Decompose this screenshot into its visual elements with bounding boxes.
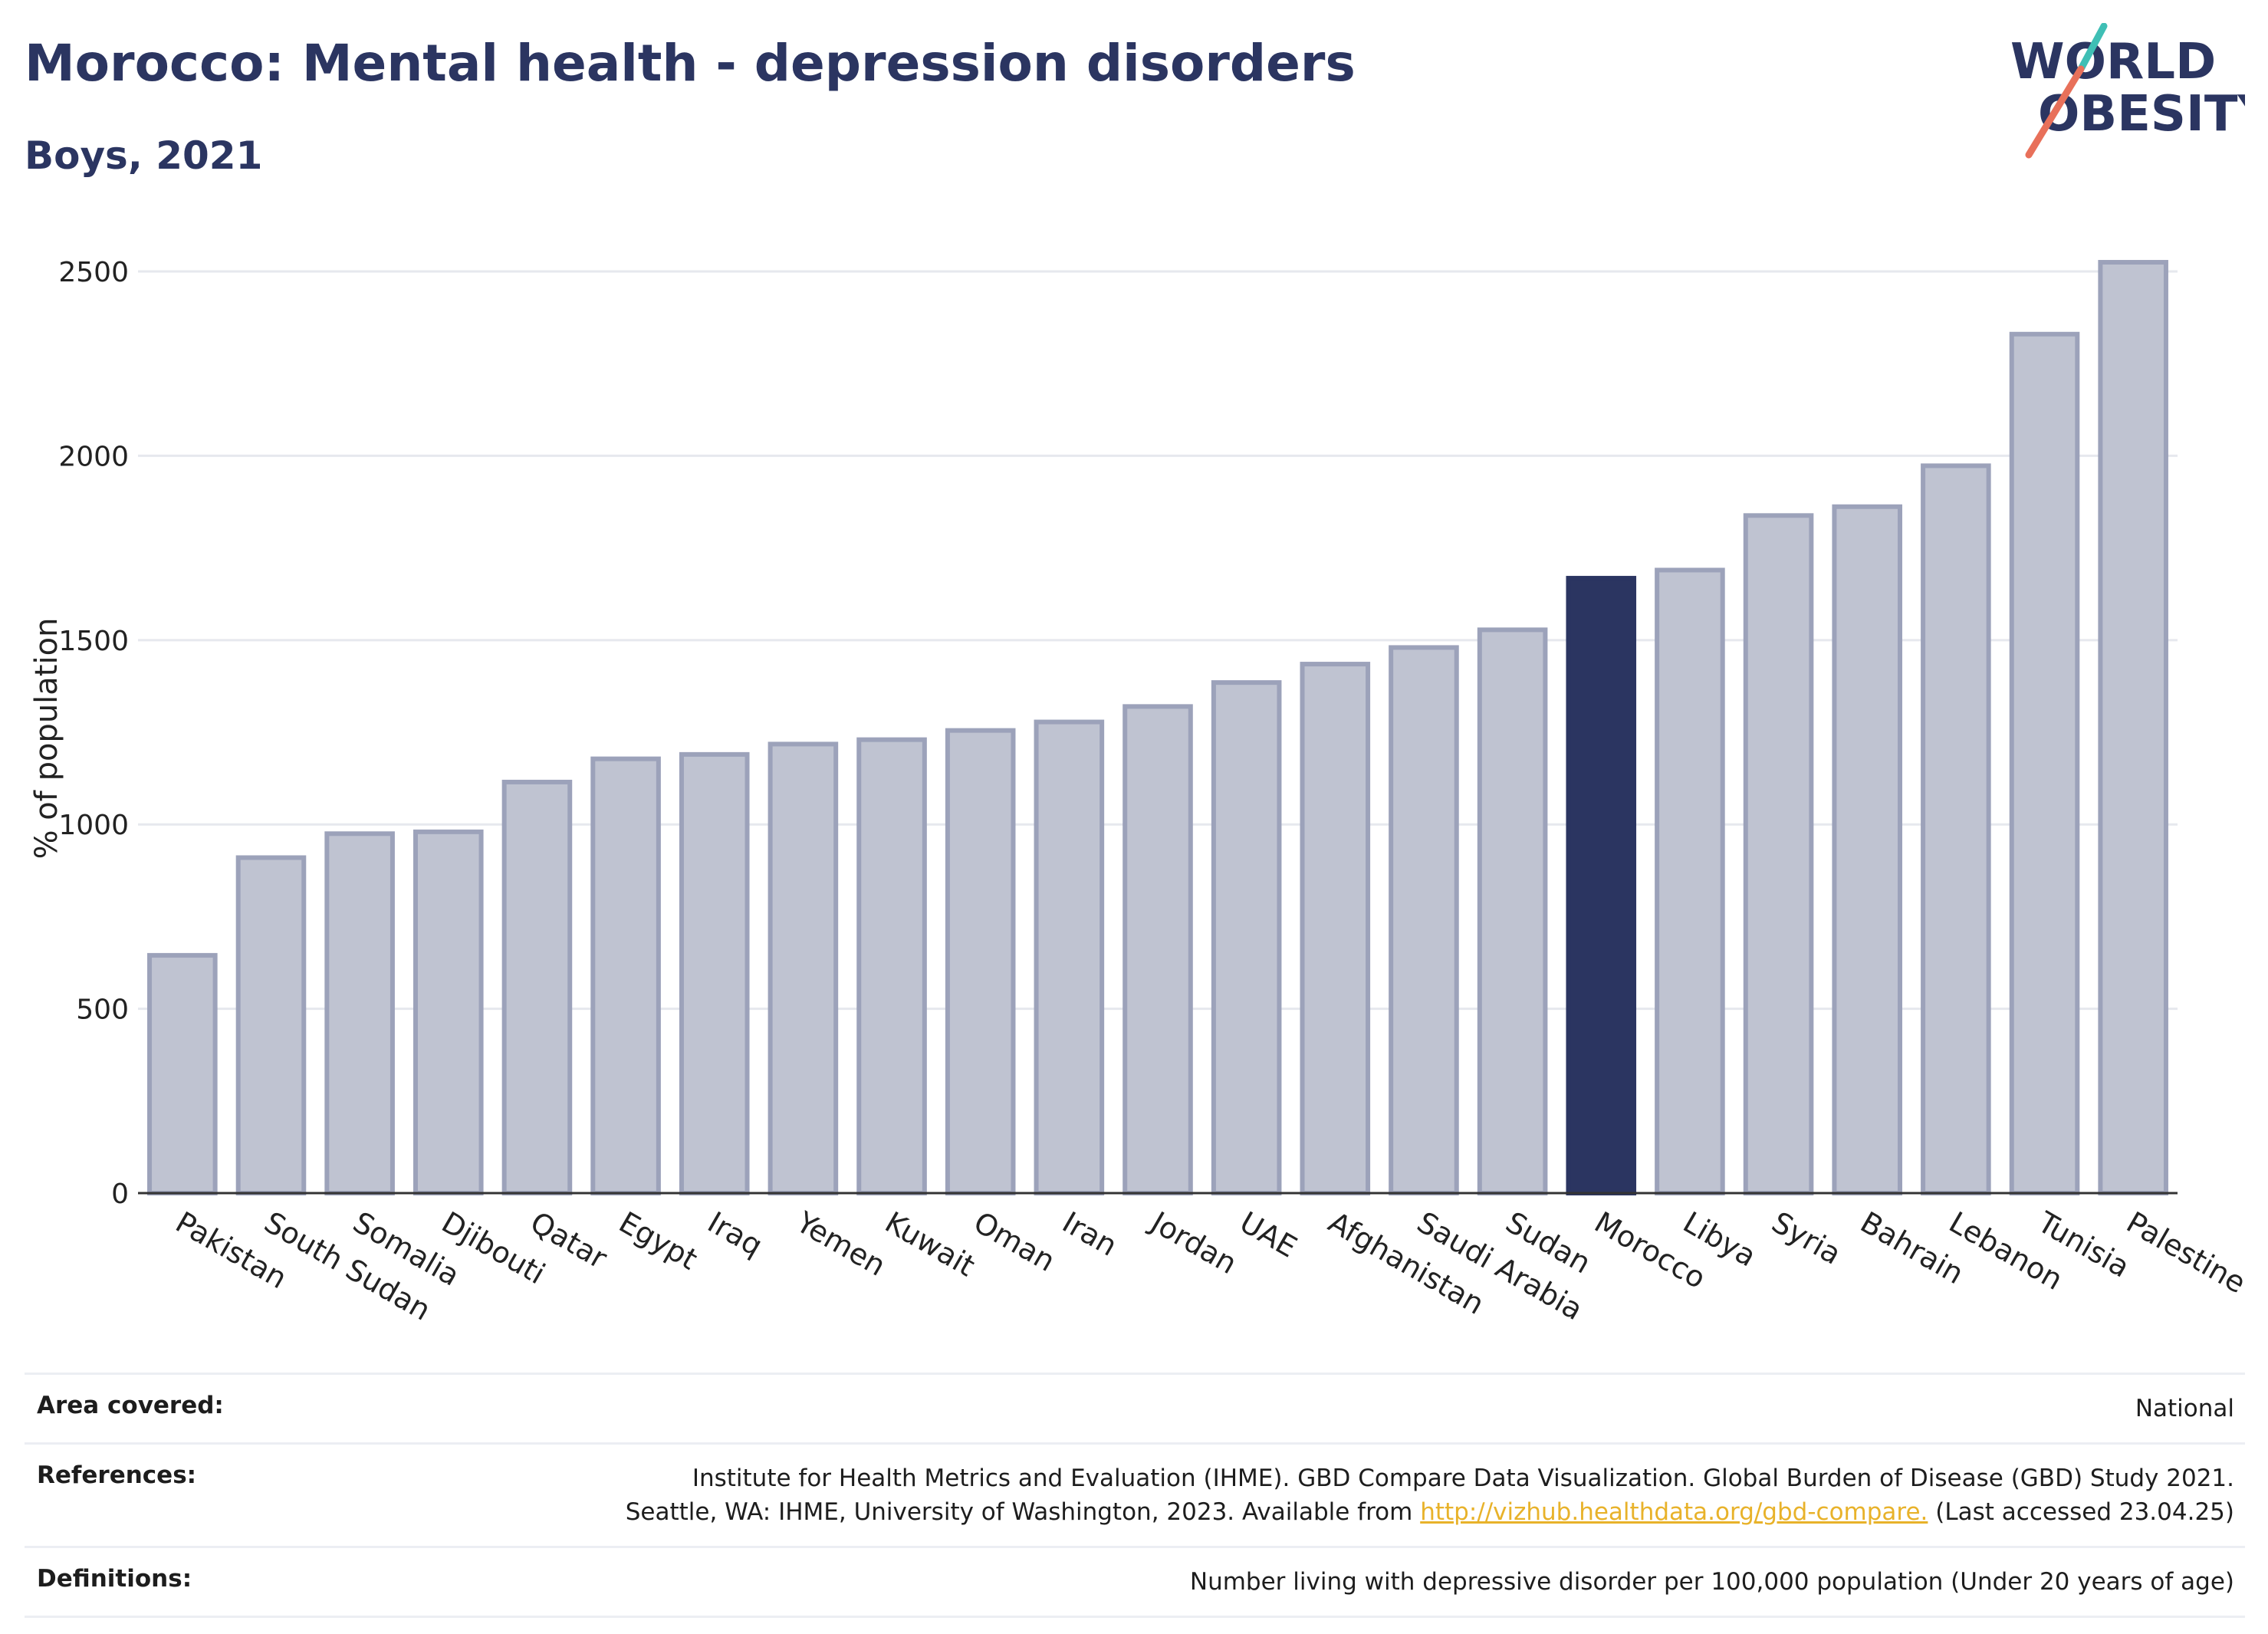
bar-morocco [1566, 576, 1637, 1195]
bar-djibouti [413, 829, 484, 1196]
bar-palestine [2098, 260, 2168, 1195]
area-value: National [2135, 1395, 2234, 1422]
bar-bahrain [1832, 504, 1903, 1195]
bar-syria [1743, 513, 1814, 1195]
y-axis-label: % of population [29, 618, 64, 860]
info-row-definitions: Definitions: Number living with depressi… [25, 1546, 2245, 1618]
x-tick-label: Oman [968, 1205, 1061, 1278]
logo-text-line2: OBESITY [2038, 86, 2245, 143]
references-value: Institute for Health Metrics and Evaluat… [626, 1461, 2234, 1529]
definitions-label: Definitions: [37, 1565, 192, 1593]
x-tick-label: Palestine [2121, 1205, 2251, 1300]
y-tick-label: 1000 [58, 810, 129, 841]
references-link[interactable]: http://vizhub.healthdata.org/gbd-compare… [1420, 1498, 1928, 1526]
bar-tunisia [2009, 331, 2080, 1195]
bar-iraq [679, 751, 750, 1195]
references-label: References: [37, 1461, 197, 1489]
y-tick-label: 0 [111, 1179, 129, 1210]
x-tick-label: Iran [1057, 1205, 1122, 1263]
bars [147, 260, 2168, 1196]
bar-afghanistan [1300, 662, 1371, 1195]
bar-libya [1655, 567, 1725, 1195]
x-tick-label: Egypt [613, 1205, 703, 1277]
bar-egypt [590, 756, 661, 1195]
y-tick-label: 1500 [58, 626, 129, 657]
bar-uae [1211, 680, 1282, 1195]
y-tick-label: 2000 [58, 441, 129, 472]
logo-text-line1: WORLD [2010, 34, 2216, 90]
y-tick-label: 2500 [58, 257, 129, 288]
x-tick-label: Jordan [1144, 1205, 1242, 1281]
area-label: Area covered: [37, 1392, 224, 1419]
y-tick-label: 500 [76, 995, 129, 1026]
x-tick-label: Yemen [790, 1205, 891, 1283]
info-row-references: References: Institute for Health Metrics… [25, 1442, 2245, 1546]
bar-south-sudan [235, 855, 307, 1196]
references-line1: Institute for Health Metrics and Evaluat… [692, 1465, 2234, 1492]
x-tick-label: UAE [1234, 1205, 1303, 1264]
bar-yemen [768, 741, 839, 1195]
bar-sudan [1477, 627, 1548, 1195]
definitions-value: Number living with depressive disorder p… [1189, 1568, 2234, 1596]
info-table: Area covered: National References: Insti… [25, 1373, 2245, 1618]
references-line2-post: (Last accessed 23.04.25) [1935, 1498, 2234, 1526]
bar-qatar [501, 779, 573, 1195]
page-title: Morocco: Mental health - depression diso… [25, 34, 1356, 93]
page-subtitle: Boys, 2021 [25, 133, 263, 178]
x-tick-label: Syria [1767, 1205, 1847, 1271]
bar-iran [1034, 719, 1105, 1195]
references-line2-pre: Seattle, WA: IHME, University of Washing… [625, 1498, 1413, 1526]
bar-jordan [1122, 704, 1193, 1195]
bar-oman [945, 728, 1016, 1195]
x-tick-label: Kuwait [879, 1205, 981, 1284]
logo-slash-coral [2025, 65, 2085, 159]
info-row-area: Area covered: National [25, 1373, 2245, 1442]
world-obesity-logo: WORLD OBESITY [2010, 23, 2245, 159]
bar-pakistan [147, 952, 218, 1196]
x-tick-label: Iraq [702, 1205, 768, 1263]
bar-lebanon [1921, 463, 1991, 1195]
bar-kuwait [856, 737, 927, 1195]
logo-slash-teal [2077, 23, 2108, 73]
y-axis-ticks: 0 500 1000 1500 2000 2500 [58, 257, 129, 1210]
bar-somalia [324, 831, 395, 1196]
bar-saudi-arabia [1389, 645, 1459, 1195]
